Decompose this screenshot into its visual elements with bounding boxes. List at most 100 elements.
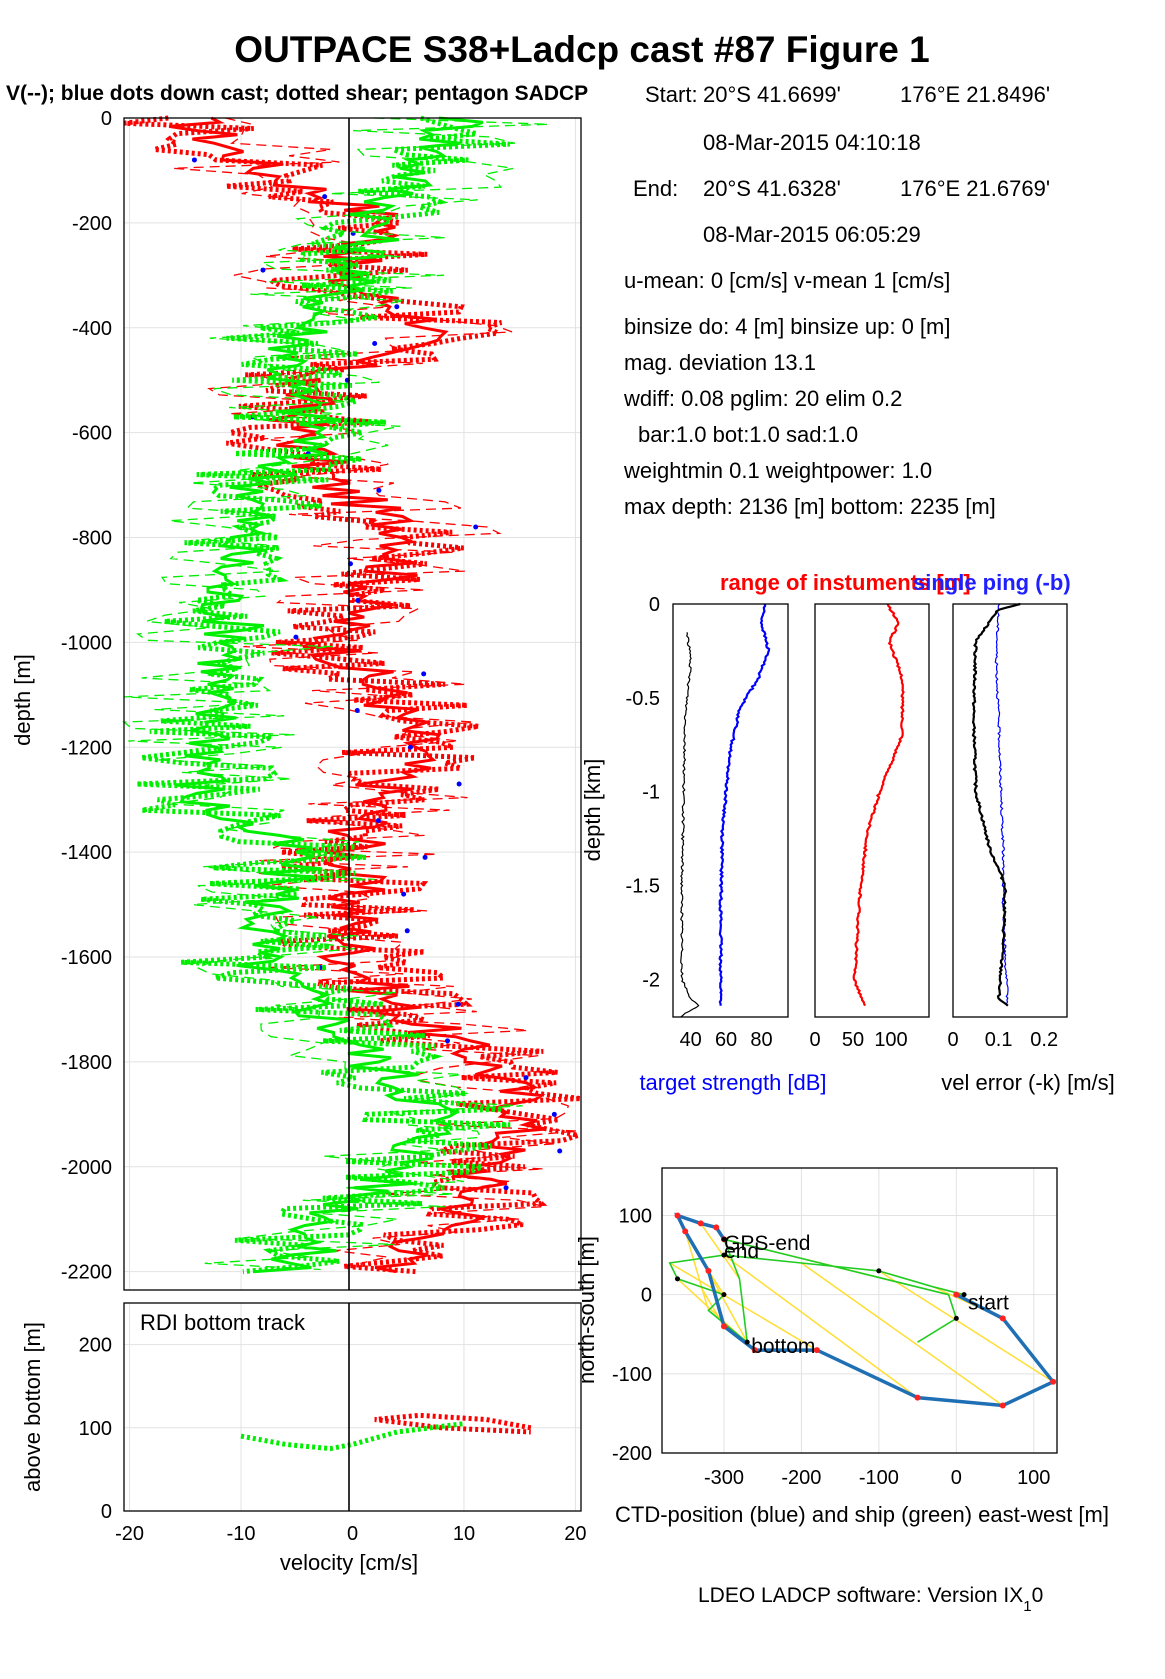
depth-tick-label: -1200 xyxy=(61,737,112,759)
downcast-dot xyxy=(293,634,299,640)
binsize-info: binsize do: 4 [m] binsize up: 0 [m] xyxy=(624,314,951,339)
depth-km-tick-label: 0 xyxy=(649,594,660,616)
downcast-dot xyxy=(421,671,427,677)
depth-tick-label: -2000 xyxy=(61,1157,112,1179)
downcast-dot xyxy=(422,854,428,860)
position-map-frame xyxy=(661,1167,1058,1454)
height-tick-label: 200 xyxy=(79,1335,112,1357)
p4-line-range xyxy=(852,603,905,1007)
map-label-end: end xyxy=(724,1240,759,1263)
north-south-tick-label: -200 xyxy=(612,1443,652,1465)
target-strength-plot: 40 60 80 0 -0.5 -1 -1.5 -2 depth [km] target st… xyxy=(580,594,827,1095)
downcast-dot xyxy=(407,744,413,750)
depth-km-tick-label: -2 xyxy=(642,969,660,991)
ctd-ship-link xyxy=(800,1262,1004,1407)
velocity-tick-label: -20 xyxy=(115,1523,144,1545)
ship-position-marker xyxy=(721,1292,727,1298)
downcast-dot xyxy=(354,708,360,714)
ctd-position-marker xyxy=(674,1212,681,1219)
p4-x-tick-label: 100 xyxy=(874,1029,907,1051)
ctd-position-marker xyxy=(914,1394,921,1401)
downcast-dot xyxy=(456,781,462,787)
depth-tick-label: -1600 xyxy=(61,947,112,969)
bottom-track-title: RDI bottom track xyxy=(140,1310,306,1335)
velocity-error-axis-label: vel error (-k) [m/s] xyxy=(941,1070,1115,1095)
end-label: End: xyxy=(633,176,678,201)
downcast-dot xyxy=(401,891,407,897)
p4-x-tick-label: 0 xyxy=(809,1029,820,1051)
target-strength-frame xyxy=(672,603,789,1018)
downcast-dot xyxy=(445,1038,450,1044)
magnetic-deviation: mag. deviation 13.1 xyxy=(624,350,816,375)
figure-title: OUTPACE S38+Ladcp cast #87 Figure 1 xyxy=(234,29,929,70)
p3-line-target-strength xyxy=(718,603,771,1006)
map-label-bottom: bottom xyxy=(751,1335,815,1358)
ctd-position-marker xyxy=(713,1224,720,1231)
downcast-dot xyxy=(191,157,197,163)
figure-subtitle: V(--); blue dots down cast; dotted shear… xyxy=(6,82,588,105)
ctd-track xyxy=(674,1212,1056,1408)
p3-x-tick-label: 40 xyxy=(680,1029,702,1051)
target-strength-series xyxy=(680,603,771,1018)
downcast-dot xyxy=(394,304,400,310)
ctd-ship-link xyxy=(684,1231,710,1311)
velocity-dashed-u xyxy=(172,117,579,1270)
velocity-profile-frame xyxy=(123,117,582,1291)
downcast-dot xyxy=(523,1075,529,1081)
software-version: LDEO LADCP software: Version IX10 xyxy=(698,1584,1043,1615)
p5-x-tick-label: 0.1 xyxy=(985,1029,1013,1051)
p5-x-tick-label: 0 xyxy=(947,1029,958,1051)
wdiff-info: wdiff: 0.08 pglim: 20 elim 0.2 xyxy=(623,386,902,411)
depth-tick-label: -1800 xyxy=(61,1052,112,1074)
velocity-tick-label: 10 xyxy=(453,1523,475,1545)
velocity-axis-label: velocity [cm/s] xyxy=(280,1550,418,1575)
height-tick-label: 0 xyxy=(101,1501,112,1523)
end-latitude: 20°S 41.6328' xyxy=(703,176,841,201)
east-west-tick-label: -100 xyxy=(859,1467,899,1489)
velocity-tick-label: 0 xyxy=(347,1523,358,1545)
bottom-track-v xyxy=(240,1421,465,1452)
downcast-dot xyxy=(355,597,361,603)
north-south-tick-label: -100 xyxy=(612,1364,652,1386)
depth-tick-label: -1400 xyxy=(61,842,112,864)
velocity-dashed-v xyxy=(122,117,549,1271)
height-tick-label: 100 xyxy=(79,1418,112,1440)
velocity-error-series xyxy=(971,602,1021,1007)
instrument-range-plot: 0 50 100 xyxy=(809,603,930,1051)
ship-position-marker xyxy=(674,1276,680,1282)
east-west-axis-label: CTD-position (blue) and ship (green) eas… xyxy=(615,1502,1109,1527)
map-label-GPS-end: GPS-end xyxy=(724,1232,810,1255)
ctd-position-marker xyxy=(813,1347,820,1354)
start-label: Start: xyxy=(645,82,698,107)
east-west-tick-label: -200 xyxy=(781,1467,821,1489)
p3-x-tick-label: 80 xyxy=(750,1029,772,1051)
ctd-position-marker xyxy=(720,1323,727,1330)
downcast-dot xyxy=(455,1001,461,1007)
p5-line-vel-error xyxy=(971,602,1021,1007)
ctd-position-marker xyxy=(751,1347,758,1354)
velocity-profile-plot: 0 -200 -400 -600 -800 -1000 -1200 -1400 -1600 -18… xyxy=(10,108,589,1291)
velocity-profile-ticks: 0 -200 -400 -600 -800 -1000 -1200 -1400 -1600 -18… xyxy=(61,108,112,1284)
start-latitude: 20°S 41.6699' xyxy=(703,82,841,107)
downcast-dot xyxy=(376,487,382,493)
depth-axis-label: depth [m] xyxy=(10,654,35,746)
ship-position-marker xyxy=(953,1315,959,1321)
velocity-tick-label: 20 xyxy=(564,1523,586,1545)
east-west-tick-label: 100 xyxy=(1017,1467,1050,1489)
ctd-position-marker xyxy=(697,1220,704,1227)
north-south-axis-label: north-south [m] xyxy=(574,1236,599,1384)
downcast-dot xyxy=(260,267,266,273)
start-time: 08-Mar-2015 04:10:18 xyxy=(703,130,921,155)
bar-info: bar:1.0 bot:1.0 sad:1.0 xyxy=(638,422,858,447)
ctd-position-marker xyxy=(705,1267,712,1274)
depth-tick-label: -400 xyxy=(72,318,112,340)
ctd-position-marker xyxy=(682,1228,689,1235)
depth-tick-label: -200 xyxy=(72,213,112,235)
downcast-dot xyxy=(503,1185,509,1191)
north-south-tick-label: 100 xyxy=(619,1206,652,1228)
ctd-position-marker xyxy=(999,1402,1006,1409)
depth-km-tick-label: -0.5 xyxy=(626,688,660,710)
